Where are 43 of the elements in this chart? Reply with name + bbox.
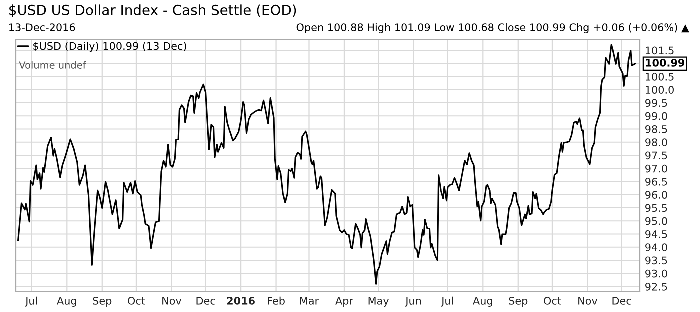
x-tick-label: Oct bbox=[544, 297, 562, 305]
y-tick-label: 92.5 bbox=[646, 282, 668, 291]
y-tick-label: 93.0 bbox=[646, 270, 668, 278]
y-tick-label: 98.0 bbox=[646, 138, 668, 146]
x-tick-label: May bbox=[368, 297, 390, 307]
annotation: Volume undef bbox=[19, 61, 86, 69]
x-tick-label: Sep bbox=[93, 297, 112, 307]
x-tick-label: Aug bbox=[473, 297, 492, 307]
y-tick-label: 98.5 bbox=[646, 125, 668, 134]
y-tick-label: 100.0 bbox=[646, 86, 674, 94]
x-tick-label: Aug bbox=[57, 297, 76, 307]
text: Open 100.88 High 101.09 Low 100.68 Close 100.99 Chg +0.06 (+0.06%) ▲ bbox=[296, 23, 690, 34]
y-tick-label: 101.5 bbox=[646, 46, 674, 55]
x-tick-label: Oct bbox=[128, 297, 146, 305]
y-tick-label: 97.0 bbox=[646, 164, 668, 173]
x-tick-label: Apr bbox=[336, 297, 354, 307]
chart-title: $USD US Dollar Index - Cash Settle (EOD) bbox=[10, 4, 296, 18]
legend-label: $USD (Daily) 100.99 (13 Dec) bbox=[34, 42, 186, 52]
y-tick-label: 95.5 bbox=[646, 204, 668, 212]
y-tick-label: 93.5 bbox=[646, 256, 668, 265]
x-tick-label: Jun bbox=[405, 297, 422, 307]
y-tick-label: 94.0 bbox=[646, 244, 668, 252]
x-tick-label: Dec bbox=[196, 297, 216, 305]
y-tick-label: 95.0 bbox=[646, 217, 668, 226]
chart-subtitle: 13-Dec-2016 bbox=[10, 24, 76, 32]
annotation: 100.99 bbox=[646, 59, 685, 67]
y-tick-label: 94.5 bbox=[646, 230, 668, 238]
y-tick-label: 100.5 bbox=[646, 72, 674, 81]
x-tick-label: Jul bbox=[25, 296, 38, 307]
y-tick-label: 96.0 bbox=[646, 191, 668, 199]
y-tick-label: 96.5 bbox=[646, 178, 668, 186]
x-tick-label: Mar bbox=[300, 297, 320, 305]
y-tick-label: 97.5 bbox=[646, 152, 668, 160]
x-tick-label: Sep bbox=[509, 297, 528, 307]
line-series bbox=[18, 44, 636, 285]
x-tick-label: Feb bbox=[268, 296, 285, 305]
x-tick-label: Nov bbox=[162, 297, 182, 305]
x-tick-label: Nov bbox=[578, 297, 598, 305]
x-tick-label: 2016 bbox=[227, 297, 255, 305]
x-tick-label: Jul bbox=[441, 296, 454, 307]
y-tick-label: 99.0 bbox=[646, 112, 668, 120]
y-tick-label: 99.5 bbox=[646, 99, 668, 108]
x-tick-label: Dec bbox=[612, 297, 632, 305]
